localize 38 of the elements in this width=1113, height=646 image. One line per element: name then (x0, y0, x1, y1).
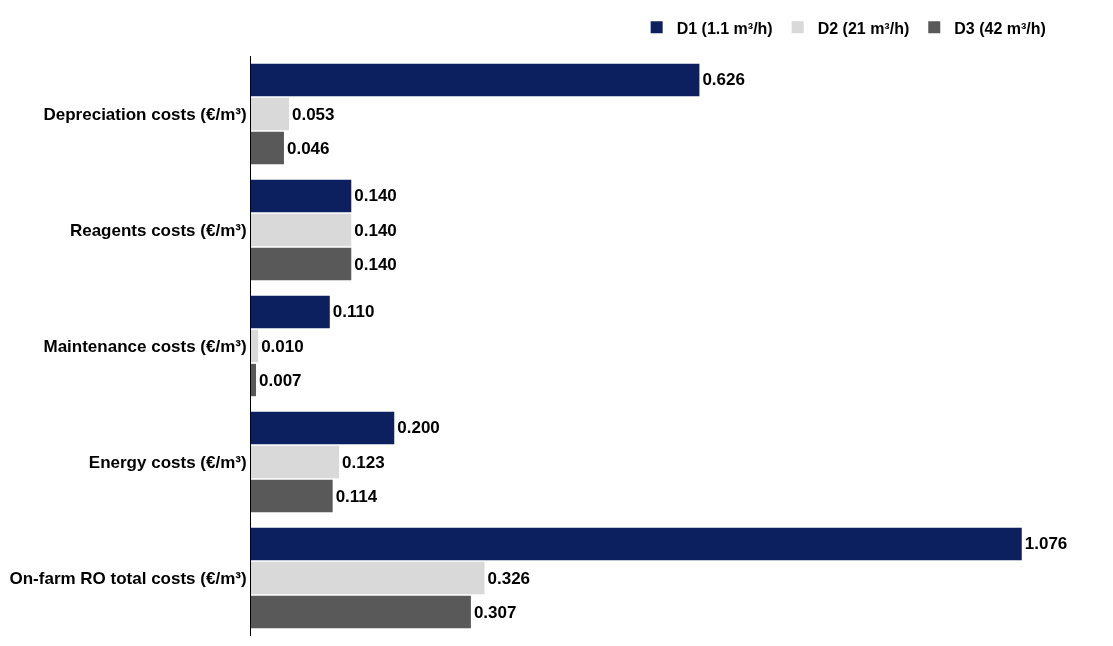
y-tick-label: On-farm RO total costs (€/m³) (9, 568, 247, 588)
data-label: 0.326 (487, 568, 531, 588)
data-label: 0.140 (354, 254, 397, 274)
bar (251, 295, 330, 329)
bar (251, 247, 352, 281)
bar (251, 63, 700, 97)
data-label: 0.110 (332, 302, 375, 322)
data-label: 0.140 (354, 220, 397, 240)
data-label: 0.053 (291, 104, 335, 124)
y-tick-label: Maintenance costs (€/m³) (43, 336, 247, 356)
y-tick-label: Energy costs (€/m³) (88, 452, 247, 472)
y-tick-label: Depreciation costs (€/m³) (43, 104, 247, 124)
bar (251, 561, 485, 595)
y-tick-label: Reagents costs (€/m³) (69, 220, 247, 240)
bar (251, 179, 352, 213)
bar (251, 479, 333, 513)
bar (251, 131, 284, 165)
bar (251, 445, 340, 479)
data-label: 0.140 (354, 186, 397, 206)
bar (251, 363, 257, 397)
legend-label: D3 (42 m³/h) (954, 19, 1046, 37)
data-label: 0.114 (335, 486, 378, 506)
data-label: 1.076 (1024, 534, 1068, 554)
bar (251, 411, 395, 445)
data-label: 0.200 (397, 418, 440, 438)
legend-label: D1 (1.1 m³/h) (676, 19, 773, 37)
legend-label: D2 (21 m³/h) (817, 19, 910, 37)
bar (251, 527, 1022, 561)
data-label: 0.307 (473, 602, 517, 622)
bar (251, 329, 259, 363)
bar (251, 97, 289, 131)
data-label: 0.010 (261, 336, 304, 356)
bar (251, 595, 471, 629)
data-label: 0.123 (342, 452, 385, 472)
data-label: 0.046 (286, 138, 330, 158)
data-label: 0.626 (702, 70, 745, 90)
data-label: 0.007 (259, 370, 302, 390)
bar (251, 213, 352, 247)
